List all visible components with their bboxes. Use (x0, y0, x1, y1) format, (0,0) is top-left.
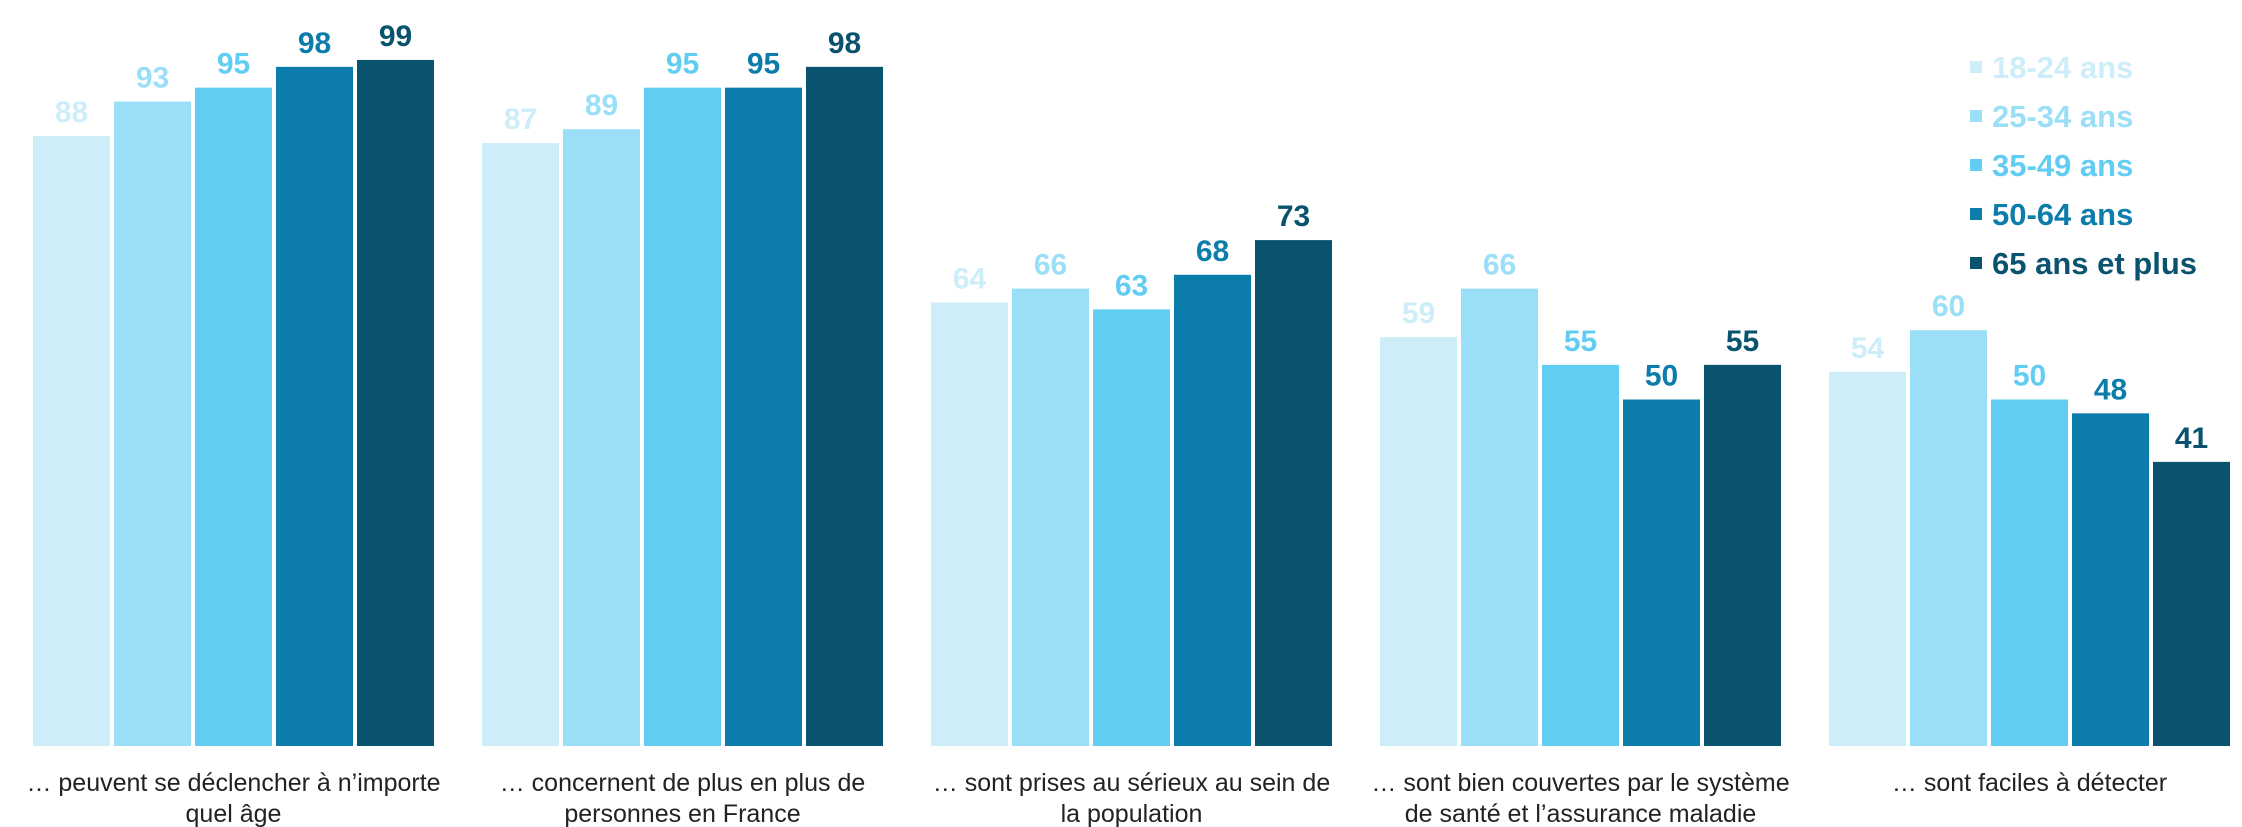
bar (195, 87, 272, 746)
data-label: 55 (1564, 325, 1597, 358)
legend-label: 18-24 ans (1992, 50, 2133, 85)
bar (1991, 399, 2068, 746)
legend-swatch (1970, 208, 1982, 220)
legend-swatch (1970, 159, 1982, 171)
category-label: … peuvent se déclencher à n’importe quel … (26, 769, 440, 827)
bar (2072, 413, 2149, 746)
legend-label: 35-49 ans (1992, 148, 2133, 183)
legend-swatch (1970, 61, 1982, 73)
data-label: 66 (1483, 249, 1516, 282)
data-label: 98 (298, 27, 331, 60)
bar (482, 143, 559, 747)
data-label: 93 (136, 62, 169, 95)
bar (725, 87, 802, 746)
bar (1461, 288, 1538, 746)
data-label: 64 (953, 262, 987, 295)
data-label: 88 (55, 96, 88, 129)
data-label: 73 (1277, 200, 1310, 233)
data-label: 95 (217, 48, 250, 81)
bars-layer (33, 59, 2230, 747)
bar (1910, 330, 1987, 746)
bar (2153, 461, 2230, 746)
data-label: 95 (747, 48, 780, 81)
data-label: 89 (585, 89, 618, 122)
data-label: 63 (1115, 269, 1148, 302)
legend-label: 25-34 ans (1992, 99, 2133, 134)
data-label: 99 (379, 20, 412, 53)
data-label: 60 (1932, 290, 1965, 323)
value-labels-layer: 88 93 95 98 99 87 89 95 95 98 64 66 63 68 73 59 66 55 50 55… (55, 20, 2208, 455)
bar (33, 136, 110, 746)
data-label: 87 (504, 103, 537, 136)
legend: 18-24 ans 25-34 ans 35-49 ans 50-64 ans 65 a… (1970, 50, 2197, 281)
data-label: 59 (1402, 297, 1435, 330)
bar (1829, 371, 1906, 746)
bar (931, 302, 1008, 746)
legend-swatch (1970, 257, 1982, 269)
data-label: 95 (666, 48, 699, 81)
bar (276, 66, 353, 747)
bar (1174, 274, 1251, 746)
data-label: 98 (828, 27, 861, 60)
bar (114, 101, 191, 746)
category-label: … sont prises au sérieux au sein de la po… (933, 769, 1330, 827)
bar (1012, 288, 1089, 746)
legend-label: 65 ans et plus (1992, 246, 2197, 281)
bar (1093, 309, 1170, 746)
bar (357, 59, 434, 747)
data-label: 66 (1034, 249, 1067, 282)
bar (1255, 240, 1332, 747)
bar (806, 66, 883, 747)
bar (563, 129, 640, 747)
data-label: 55 (1726, 325, 1759, 358)
data-label: 50 (2013, 360, 2046, 393)
data-label: 48 (2094, 373, 2127, 406)
bar (1623, 399, 1700, 746)
category-label: … sont faciles à détecter (1892, 769, 2167, 797)
category-labels-layer: … peuvent se déclencher à n’importe quel … (26, 769, 2167, 827)
category-label: … concernent de plus en plus de personnes… (500, 769, 866, 827)
data-label: 50 (1645, 360, 1678, 393)
legend-swatch (1970, 110, 1982, 122)
data-label: 41 (2175, 422, 2208, 455)
data-label: 68 (1196, 235, 1229, 268)
bar (644, 87, 721, 746)
bar (1704, 364, 1781, 746)
category-label: … sont bien couvertes par le système de s… (1371, 769, 1789, 827)
legend-label: 50-64 ans (1992, 197, 2133, 232)
bar (1380, 337, 1457, 746)
data-label: 54 (1851, 332, 1885, 365)
bar (1542, 364, 1619, 746)
